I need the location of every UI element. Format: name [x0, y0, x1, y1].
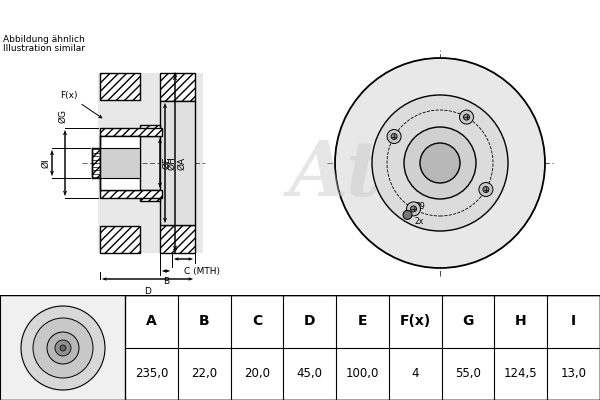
Circle shape [47, 332, 79, 364]
Bar [100, 190, 162, 198]
Bar [140, 190, 160, 201]
Bar [92, 148, 100, 178]
Bar [100, 136, 140, 190]
Text: 124,5: 124,5 [504, 367, 538, 380]
Text: 24.0122-0227.1: 24.0122-0227.1 [194, 6, 366, 24]
Text: C (MTH): C (MTH) [184, 267, 220, 276]
Text: B: B [163, 277, 169, 286]
Circle shape [407, 202, 421, 216]
Circle shape [372, 95, 508, 231]
Text: F(x): F(x) [400, 314, 431, 328]
Circle shape [483, 186, 489, 192]
Text: 4: 4 [412, 367, 419, 380]
Bar [160, 225, 195, 253]
Text: E: E [358, 314, 367, 328]
Circle shape [420, 143, 460, 183]
Text: ØH: ØH [167, 156, 176, 170]
Text: 22,0: 22,0 [191, 367, 217, 380]
Text: Ate: Ate [289, 138, 431, 212]
Circle shape [60, 345, 66, 351]
Text: 235,0: 235,0 [135, 367, 168, 380]
Bar [100, 226, 140, 253]
Bar [0, 295, 125, 400]
Text: A: A [146, 314, 157, 328]
Text: ØI: ØI [41, 158, 50, 168]
Bar [100, 73, 140, 100]
Circle shape [335, 58, 545, 268]
Circle shape [391, 134, 397, 140]
Circle shape [403, 210, 412, 219]
Bar [98, 73, 203, 253]
Circle shape [410, 206, 416, 212]
Text: D: D [304, 314, 316, 328]
Text: D: D [144, 287, 151, 296]
Bar [100, 128, 162, 136]
Text: ØE: ØE [162, 157, 171, 169]
Text: I: I [571, 314, 576, 328]
Circle shape [404, 127, 476, 199]
Text: ØG: ØG [59, 109, 67, 123]
Text: Abbildung ähnlich: Abbildung ähnlich [3, 35, 85, 44]
Text: F(x): F(x) [60, 91, 102, 118]
Text: 422227: 422227 [409, 6, 491, 24]
Circle shape [55, 340, 71, 356]
Text: 45,0: 45,0 [297, 367, 323, 380]
Circle shape [387, 130, 401, 144]
Text: Illustration similar: Illustration similar [3, 44, 85, 53]
Text: ØA: ØA [177, 156, 186, 170]
Text: H: H [515, 314, 527, 328]
Bar [160, 101, 195, 225]
Circle shape [460, 110, 473, 124]
Text: G: G [463, 314, 474, 328]
Text: C: C [252, 314, 262, 328]
Circle shape [463, 114, 470, 120]
Text: Ø9: Ø9 [415, 202, 425, 211]
Bar [100, 148, 140, 178]
Circle shape [33, 318, 93, 378]
Circle shape [479, 182, 493, 196]
Text: 100,0: 100,0 [346, 367, 379, 380]
Text: 2x: 2x [415, 217, 424, 226]
Bar [140, 125, 160, 136]
Circle shape [21, 306, 105, 390]
Text: 13,0: 13,0 [560, 367, 587, 380]
Bar [160, 73, 195, 101]
Text: B: B [199, 314, 209, 328]
Text: 55,0: 55,0 [455, 367, 481, 380]
Text: 20,0: 20,0 [244, 367, 270, 380]
